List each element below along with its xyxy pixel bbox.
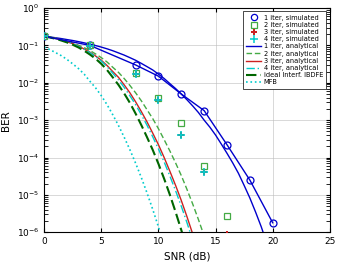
Y-axis label: BER: BER <box>1 110 11 131</box>
Legend: 1 iter, simulated, 2 iter, simulated, 3 iter, simulated, 4 iter, simulated, 1 it: 1 iter, simulated, 2 iter, simulated, 3 … <box>243 11 326 89</box>
X-axis label: SNR (dB): SNR (dB) <box>164 252 210 262</box>
